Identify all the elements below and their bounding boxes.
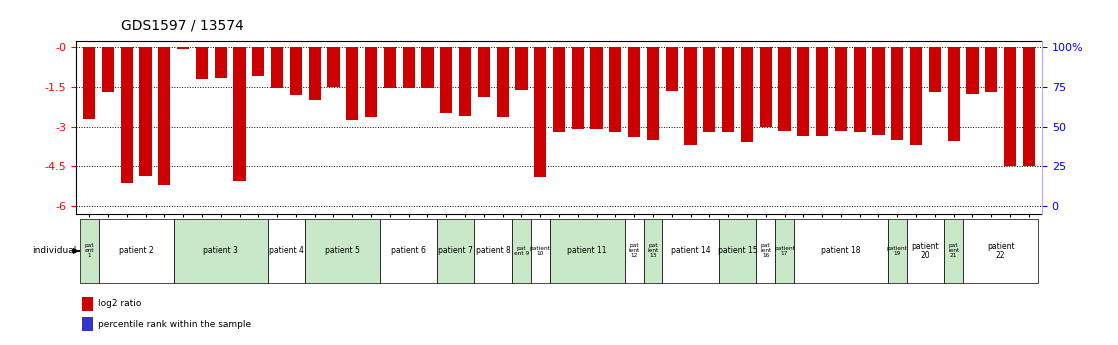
Bar (948, 47, 959, 141)
Text: patient 15: patient 15 (718, 246, 757, 256)
Text: GDS1597 / 13574: GDS1597 / 13574 (121, 19, 244, 33)
Bar (853, 47, 865, 132)
Bar (309, 47, 321, 100)
Bar (647, 47, 660, 140)
Bar (98, 219, 173, 283)
Bar (590, 47, 603, 129)
Bar (328, 47, 340, 87)
Text: patient
19: patient 19 (887, 246, 908, 256)
Bar (305, 219, 380, 283)
Bar (440, 47, 453, 114)
Text: patient
10: patient 10 (530, 246, 551, 256)
Bar (196, 47, 208, 79)
Bar (383, 47, 396, 88)
Bar (215, 47, 227, 78)
Bar (177, 47, 189, 49)
Bar (553, 47, 565, 132)
Bar (945, 219, 963, 283)
Bar (816, 47, 828, 136)
Bar (121, 47, 133, 184)
Text: patient
20: patient 20 (911, 242, 939, 260)
Text: pat
ent 9: pat ent 9 (514, 246, 529, 256)
Bar (794, 219, 888, 283)
Bar (722, 47, 735, 132)
Bar (571, 47, 584, 129)
Bar (474, 219, 512, 283)
Bar (271, 47, 283, 88)
Text: pat
ent
1: pat ent 1 (84, 244, 94, 258)
Bar (290, 47, 302, 95)
Bar (380, 219, 437, 283)
Bar (437, 219, 474, 283)
Text: pat
ient
13: pat ient 13 (647, 244, 659, 258)
Bar (703, 47, 716, 132)
Bar (966, 47, 978, 93)
Text: patient 11: patient 11 (568, 246, 607, 256)
Text: patient
22: patient 22 (987, 242, 1014, 260)
Bar (719, 219, 756, 283)
Bar (985, 47, 997, 92)
Bar (79, 219, 98, 283)
Text: patient 14: patient 14 (671, 246, 710, 256)
Text: individual: individual (32, 246, 76, 256)
Bar (665, 47, 678, 91)
Bar (628, 47, 641, 137)
Bar (458, 47, 471, 116)
Bar (684, 47, 697, 145)
Text: patient 7: patient 7 (438, 246, 473, 256)
Text: patient 2: patient 2 (119, 246, 153, 256)
Text: patient 8: patient 8 (476, 246, 511, 256)
Bar (1004, 47, 1016, 166)
Bar (477, 47, 490, 98)
Bar (963, 219, 1039, 283)
Bar (1023, 47, 1035, 166)
Bar (515, 47, 528, 90)
Text: log2 ratio: log2 ratio (98, 299, 142, 308)
Text: patient
17: patient 17 (774, 246, 795, 256)
Text: patient 4: patient 4 (269, 246, 304, 256)
Bar (234, 47, 246, 181)
Bar (910, 47, 922, 145)
Bar (421, 47, 434, 88)
Text: pat
ient
21: pat ient 21 (948, 244, 959, 258)
Bar (891, 47, 903, 140)
Bar (835, 47, 847, 130)
Bar (253, 47, 265, 76)
Bar (929, 47, 941, 92)
Bar (759, 47, 771, 127)
Bar (173, 219, 267, 283)
Text: percentile rank within the sample: percentile rank within the sample (98, 320, 252, 329)
Bar (140, 47, 152, 176)
Bar (741, 47, 754, 142)
Text: patient 3: patient 3 (203, 246, 238, 256)
Bar (531, 219, 550, 283)
Bar (907, 219, 945, 283)
Bar (534, 47, 547, 177)
Bar (797, 47, 809, 136)
Bar (496, 47, 509, 117)
Bar (364, 47, 377, 117)
Bar (83, 47, 95, 119)
Bar (267, 219, 305, 283)
Bar (347, 47, 359, 120)
Bar (888, 219, 907, 283)
Bar (402, 47, 415, 88)
Bar (102, 47, 114, 92)
Text: patient 5: patient 5 (325, 246, 360, 256)
Text: pat
ient
12: pat ient 12 (628, 244, 639, 258)
Bar (872, 47, 884, 135)
Bar (756, 219, 775, 283)
Bar (609, 47, 622, 132)
Bar (625, 219, 644, 283)
Bar (778, 47, 790, 130)
Bar (775, 219, 794, 283)
Bar (662, 219, 719, 283)
Text: patient 6: patient 6 (391, 246, 426, 256)
Bar (512, 219, 531, 283)
Bar (159, 47, 170, 185)
Text: patient 18: patient 18 (821, 246, 861, 256)
Text: pat
ient
16: pat ient 16 (760, 244, 771, 258)
Bar (550, 219, 625, 283)
Bar (644, 219, 662, 283)
